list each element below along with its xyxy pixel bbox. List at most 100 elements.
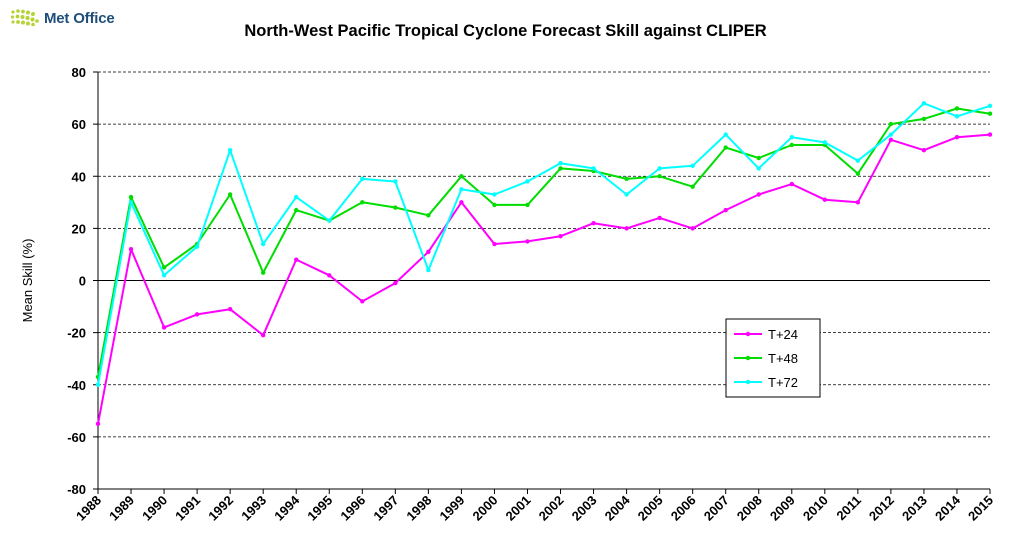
legend-label: T+48 — [768, 351, 798, 366]
data-point — [492, 241, 497, 247]
x-tick-label: 2014 — [932, 492, 964, 524]
y-tick-labels: -80 -60 -40 -20 0 20 40 60 80 — [67, 65, 86, 497]
y-tick-label: 0 — [79, 274, 86, 289]
data-point — [161, 325, 167, 330]
y-tick-label: 20 — [72, 221, 86, 236]
legend: T+24 T+48 T+72 — [725, 318, 821, 398]
data-point — [756, 192, 761, 197]
data-point — [690, 184, 695, 189]
data-point — [723, 132, 728, 137]
y-tick-label: -80 — [67, 482, 86, 497]
data-point — [393, 205, 398, 210]
data-point — [921, 116, 927, 122]
data-point — [492, 202, 497, 208]
y-tick-label: -40 — [67, 378, 86, 393]
data-point — [194, 244, 200, 249]
x-tick-label: 1991 — [172, 493, 203, 524]
x-tick-label: 2009 — [767, 493, 798, 524]
x-tick-label: 1995 — [304, 493, 335, 524]
data-point — [591, 166, 596, 171]
x-tick-label: 2011 — [833, 493, 864, 524]
data-point — [95, 421, 101, 427]
data-point — [161, 273, 167, 278]
data-point — [459, 174, 464, 179]
y-tick-label: 80 — [72, 65, 86, 80]
x-tick-label: 2010 — [800, 493, 831, 524]
data-point — [260, 270, 266, 275]
x-tick-label: 2013 — [899, 493, 930, 524]
data-point — [128, 200, 134, 205]
data-point — [525, 239, 530, 244]
data-point — [393, 280, 398, 286]
data-point — [426, 213, 431, 218]
x-tick-label: 2005 — [635, 493, 666, 524]
data-point — [657, 215, 662, 221]
data-point — [294, 207, 299, 213]
data-point — [492, 192, 497, 197]
y-axis-label: Mean Skill (%) — [20, 239, 35, 323]
data-point — [459, 187, 464, 192]
data-point — [558, 166, 563, 171]
legend-label: T+24 — [768, 327, 798, 342]
data-point — [227, 147, 233, 153]
x-tick-label: 1989 — [106, 493, 137, 524]
data-point — [888, 121, 894, 127]
data-point — [426, 267, 431, 273]
legend-label: T+72 — [768, 375, 798, 390]
data-point — [789, 181, 794, 187]
x-tick-label: 2000 — [470, 493, 501, 524]
x-tick-label: 1990 — [139, 493, 170, 524]
y-tick-label: 40 — [72, 169, 86, 184]
y-tick-label: -20 — [67, 326, 86, 341]
data-point — [128, 194, 134, 200]
data-point — [294, 257, 299, 262]
data-point — [954, 134, 960, 140]
x-tick-label: 2007 — [701, 493, 732, 524]
chart-title: North-West Pacific Tropical Cyclone Fore… — [244, 22, 767, 40]
x-tick-labels: 1988 1989 1990 1991 1992 1993 1994 1995 1996 1997… — [73, 492, 996, 524]
x-tick-label: 2008 — [734, 493, 765, 524]
logo-text: Met Office — [44, 9, 115, 27]
data-point — [393, 179, 398, 184]
data-point — [426, 249, 431, 255]
legend-marker — [745, 355, 751, 361]
data-point — [921, 147, 927, 153]
x-tick-label: 1996 — [337, 493, 368, 524]
data-point — [360, 299, 365, 304]
x-tick-label: 1999 — [436, 493, 467, 524]
data-point — [888, 137, 894, 142]
x-tick-label: 1993 — [238, 493, 269, 524]
data-point — [855, 200, 861, 205]
data-point — [756, 166, 761, 171]
data-point — [789, 134, 794, 140]
data-point — [558, 233, 563, 239]
data-point — [822, 197, 828, 202]
data-point — [855, 171, 861, 176]
data-point — [624, 192, 629, 197]
data-point — [327, 273, 332, 278]
data-point — [260, 333, 266, 338]
x-tick-label: 1992 — [205, 493, 236, 524]
data-point — [294, 194, 299, 200]
series-group — [95, 101, 993, 427]
x-tick-label: 2003 — [569, 493, 600, 524]
data-point — [525, 179, 530, 184]
x-tick-label: 1997 — [370, 493, 401, 524]
logo-mark-icon — [10, 9, 39, 27]
data-point — [260, 241, 266, 247]
data-point — [558, 161, 563, 166]
data-point — [194, 312, 200, 317]
data-point — [987, 103, 993, 109]
data-point — [987, 111, 993, 116]
grid-lines — [98, 71, 990, 438]
x-tick-label: 2015 — [965, 493, 996, 524]
data-point — [227, 306, 233, 312]
data-point — [690, 163, 695, 169]
y-tick-label: 60 — [72, 117, 86, 132]
data-point — [624, 176, 629, 182]
data-point — [855, 158, 861, 163]
x-tick-label: 1994 — [271, 492, 303, 524]
met-office-logo: Met Office — [10, 6, 115, 30]
series-line-t24 — [97, 133, 991, 424]
data-point — [987, 132, 993, 137]
